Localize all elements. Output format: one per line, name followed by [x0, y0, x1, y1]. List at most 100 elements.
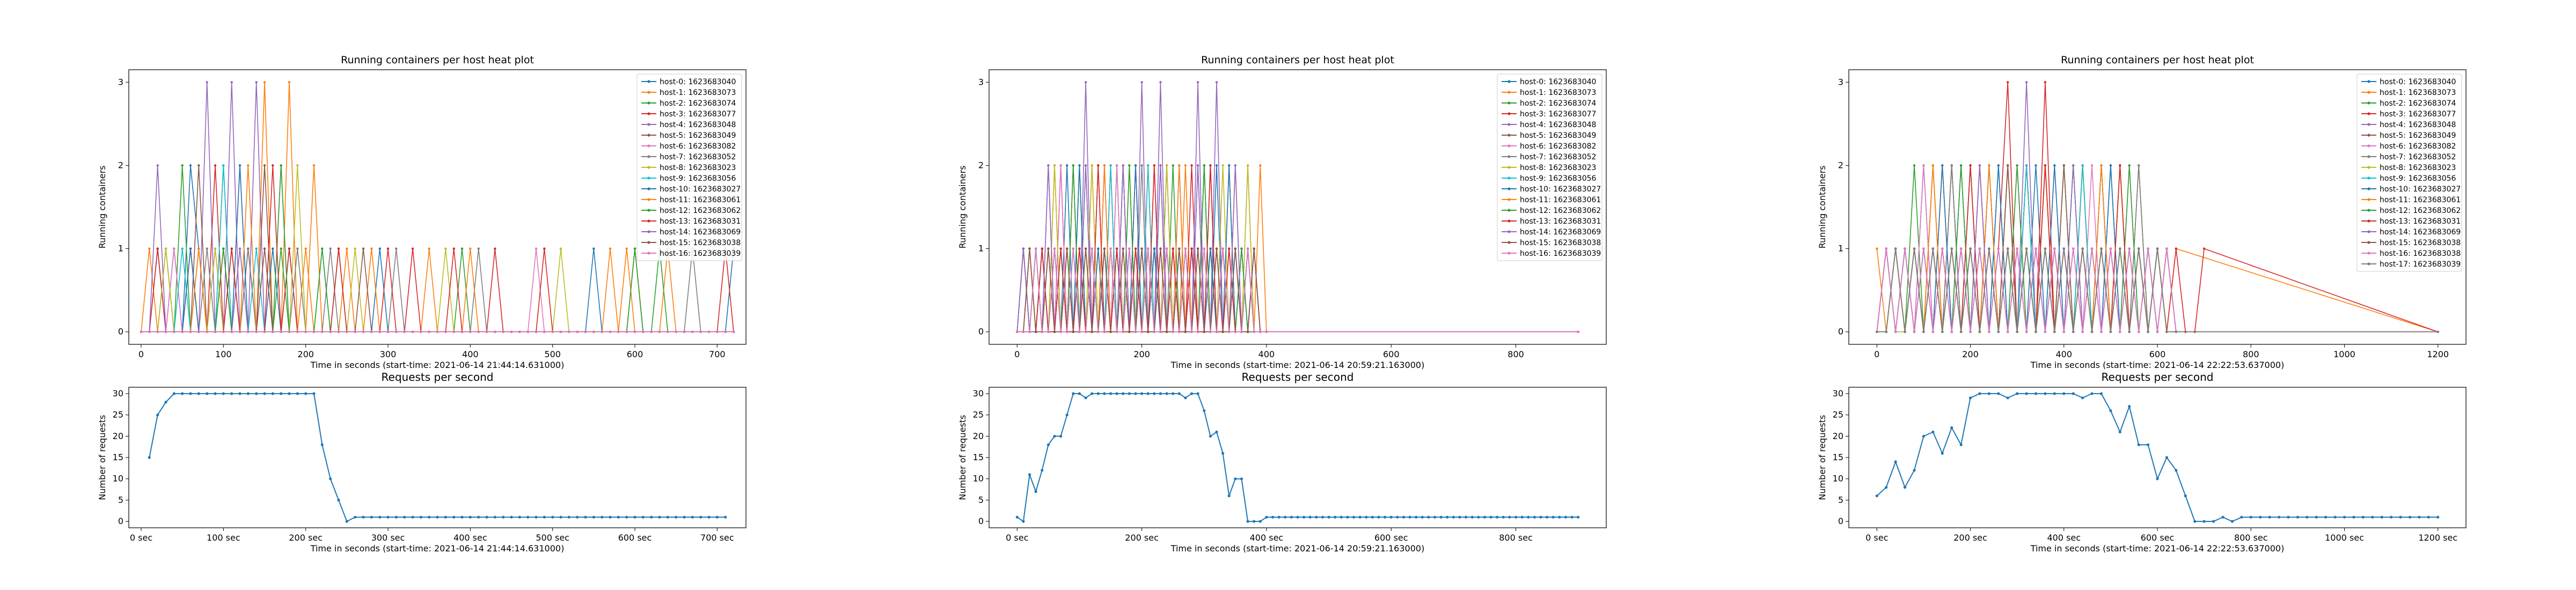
data-point	[197, 247, 200, 250]
data-point	[559, 247, 562, 250]
data-point	[1346, 515, 1349, 519]
data-point	[1496, 515, 1499, 519]
data-point	[2212, 520, 2215, 523]
data-point	[148, 330, 151, 333]
data-point	[1483, 515, 1487, 519]
data-point	[2081, 247, 2084, 250]
series-3	[1016, 164, 1579, 333]
plot-frame	[128, 387, 747, 528]
data-point	[1415, 515, 1418, 519]
data-point	[164, 247, 167, 250]
data-point	[411, 515, 414, 519]
x-tick-label: 200	[1962, 349, 1979, 359]
data-point	[2128, 164, 2131, 167]
x-axis-label: Time in seconds (start-time: 2021-06-14 …	[2030, 360, 2285, 370]
legend-marker	[1507, 219, 1511, 223]
data-point	[1147, 164, 1150, 167]
legend-marker	[1507, 198, 1511, 201]
data-point	[321, 247, 324, 250]
data-point	[156, 247, 159, 250]
data-point	[1520, 515, 1524, 519]
data-point	[1115, 247, 1118, 250]
x-tick-label: 1200 sec	[2418, 533, 2457, 543]
data-point	[346, 330, 348, 333]
legend-entry: host-5: 1623683049	[1520, 131, 1596, 140]
series-line	[149, 393, 726, 522]
data-point	[1066, 247, 1069, 250]
series-line	[1876, 82, 2438, 333]
y-tick-label: 2	[1838, 160, 1843, 170]
data-point	[255, 81, 258, 84]
legend-marker	[1507, 209, 1511, 212]
legend-marker	[1507, 123, 1511, 126]
data-point	[502, 515, 505, 519]
data-point	[2230, 520, 2234, 523]
legend-entry: host-11: 1623683061	[2380, 196, 2461, 204]
data-point	[2138, 330, 2140, 333]
y-tick-label: 20	[113, 431, 123, 441]
series-line	[1877, 248, 2438, 333]
data-point	[1978, 392, 1981, 395]
data-point	[1203, 409, 1206, 412]
data-point	[1022, 520, 1025, 523]
data-point	[1327, 515, 1330, 519]
legend-marker	[2367, 155, 2370, 158]
y-tick-label: 15	[1833, 452, 1843, 462]
data-point	[2119, 247, 2121, 250]
data-point	[2100, 330, 2103, 333]
data-point	[1072, 330, 1075, 333]
data-point	[272, 247, 274, 250]
data-point	[1196, 330, 1199, 333]
legend-marker	[2367, 252, 2370, 255]
data-point	[1997, 164, 2000, 167]
data-point	[444, 247, 447, 250]
data-point	[1514, 515, 1518, 519]
data-point	[1903, 486, 1907, 489]
data-point	[2016, 247, 2018, 250]
data-point	[1452, 515, 1455, 519]
series-11	[1016, 164, 1579, 333]
legend-entry: host-2: 1623683074	[1520, 99, 1597, 108]
legend-entry: host-7: 1623683052	[2380, 153, 2456, 161]
data-point	[2119, 164, 2121, 167]
data-point	[263, 330, 266, 333]
data-point	[1066, 330, 1069, 333]
data-point	[296, 330, 299, 333]
data-point	[551, 330, 554, 333]
data-point	[1922, 247, 1925, 250]
y-tick-label: 0	[1838, 516, 1843, 526]
data-point	[189, 330, 192, 333]
data-point	[1140, 247, 1143, 250]
data-point	[1203, 247, 1205, 250]
data-point	[1997, 330, 2000, 333]
data-point	[230, 81, 233, 84]
data-point	[1096, 392, 1100, 395]
data-point	[2062, 247, 2065, 250]
data-point	[535, 247, 538, 250]
legend-marker	[647, 155, 650, 158]
data-point	[2259, 515, 2262, 519]
legend-entry: host-8: 1623683023	[2380, 164, 2456, 172]
data-point	[2165, 247, 2168, 250]
legend-entry: host-12: 1623683062	[2380, 206, 2461, 215]
x-tick-label: 300	[380, 349, 397, 359]
series-10	[1016, 164, 1579, 333]
data-point	[2053, 247, 2056, 250]
y-tick-label: 3	[1838, 77, 1843, 87]
data-point	[633, 515, 636, 519]
series-5	[1016, 164, 1579, 333]
data-point	[1190, 392, 1194, 395]
data-point	[181, 247, 184, 250]
data-point	[2333, 515, 2337, 519]
x-tick-label: 700	[709, 349, 726, 359]
data-point	[394, 515, 398, 519]
data-point	[1103, 164, 1106, 167]
data-point	[1184, 330, 1187, 333]
legend-marker	[647, 176, 650, 180]
data-point	[494, 247, 496, 250]
legend-entry: host-9: 1623683056	[2380, 174, 2456, 183]
data-point	[320, 443, 324, 446]
legend-entry: host-2: 1623683074	[660, 99, 736, 108]
legend-marker	[1507, 155, 1511, 158]
x-tick-label: 400 sec	[1250, 533, 1284, 543]
